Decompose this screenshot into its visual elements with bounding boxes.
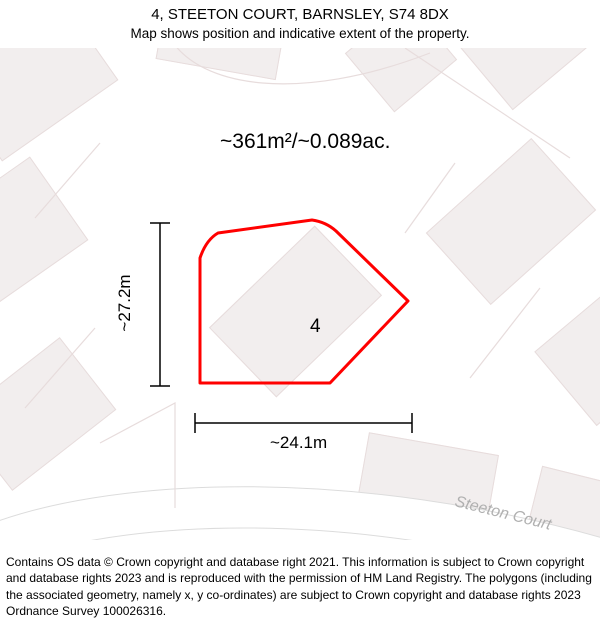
page-subtitle: Map shows position and indicative extent… <box>0 26 600 41</box>
copyright-text: Contains OS data © Crown copyright and d… <box>6 554 594 619</box>
page-container: 4, STEETON COURT, BARNSLEY, S74 8DX Map … <box>0 0 600 625</box>
plot-number-label: 4 <box>310 316 321 338</box>
page-title: 4, STEETON COURT, BARNSLEY, S74 8DX <box>0 6 600 23</box>
height-dimension-label: ~27.2m <box>115 263 135 343</box>
area-label: ~361m²/~0.089ac. <box>220 130 390 154</box>
map-canvas: ~361m²/~0.089ac. ~27.2m ~24.1m 4 Steeton… <box>0 48 600 540</box>
map-svg <box>0 48 600 540</box>
width-dimension-label: ~24.1m <box>270 433 327 453</box>
